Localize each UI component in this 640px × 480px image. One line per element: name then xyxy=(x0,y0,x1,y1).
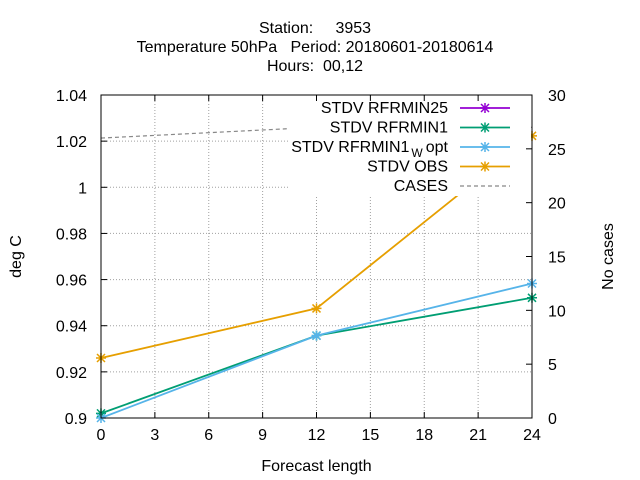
y-tick-label: 1 xyxy=(78,180,87,197)
y-tick-label: 0.96 xyxy=(56,273,87,290)
y2-tick-label: 15 xyxy=(548,250,566,267)
y-tick-label: 0.94 xyxy=(56,319,87,336)
series-2-point xyxy=(311,330,322,341)
y2-tick-label: 30 xyxy=(548,88,566,105)
x-tick-label: 6 xyxy=(204,427,213,444)
y-tick-label: 0.98 xyxy=(56,226,87,243)
x-tick-label: 15 xyxy=(361,427,379,444)
x-tick-label: 3 xyxy=(150,427,159,444)
y2-tick-label: 20 xyxy=(548,196,566,213)
legend-marker xyxy=(480,122,490,133)
y-axis-label: deg C xyxy=(8,235,25,278)
series-3-point xyxy=(311,303,322,314)
chart-title: Station: 3953 Temperature 50hPa Period: 2… xyxy=(137,20,494,75)
y2-tick-label: 25 xyxy=(548,142,566,159)
x-tick-label: 24 xyxy=(523,427,541,444)
legend-background xyxy=(288,96,531,196)
legend-label: STDV RFRMIN1 xyxy=(330,120,448,137)
title-line: Temperature 50hPa Period: 20180601-20180… xyxy=(137,39,494,56)
y-tick-label: 0.9 xyxy=(65,411,87,428)
y2-tick-label: 10 xyxy=(548,303,566,320)
x-tick-label: 21 xyxy=(469,427,487,444)
y2-tick-label: 0 xyxy=(548,411,557,428)
y-tick-label: 1.04 xyxy=(56,88,87,105)
legend-marker xyxy=(480,103,490,113)
legend-marker xyxy=(480,161,490,172)
x-tick-label: 9 xyxy=(258,427,267,444)
x-axis-label: Forecast length xyxy=(261,458,371,475)
title-line: Hours: 00,12 xyxy=(267,58,363,75)
y-tick-label: 1.02 xyxy=(56,134,87,151)
axis-ticks: 0 3 6 9 12 15 18 21 24 0.9 0.92 0.94 0.96 0.98 1 1.02 1.… xyxy=(56,88,566,444)
y2-axis-label: No cases xyxy=(600,223,617,290)
y2-tick-label: 5 xyxy=(548,357,557,374)
x-tick-label: 12 xyxy=(308,427,326,444)
legend-marker xyxy=(480,142,490,152)
x-tick-label: 18 xyxy=(415,427,433,444)
legend-label: CASES xyxy=(394,178,448,195)
title-line: Station: 3953 xyxy=(259,20,371,37)
legend-label: STDV RFRMIN25 xyxy=(321,100,448,117)
legend-label: STDV OBS xyxy=(367,159,448,176)
y-tick-label: 0.92 xyxy=(56,365,87,382)
series-1-line xyxy=(100,296,533,415)
x-tick-label: 0 xyxy=(97,427,106,444)
